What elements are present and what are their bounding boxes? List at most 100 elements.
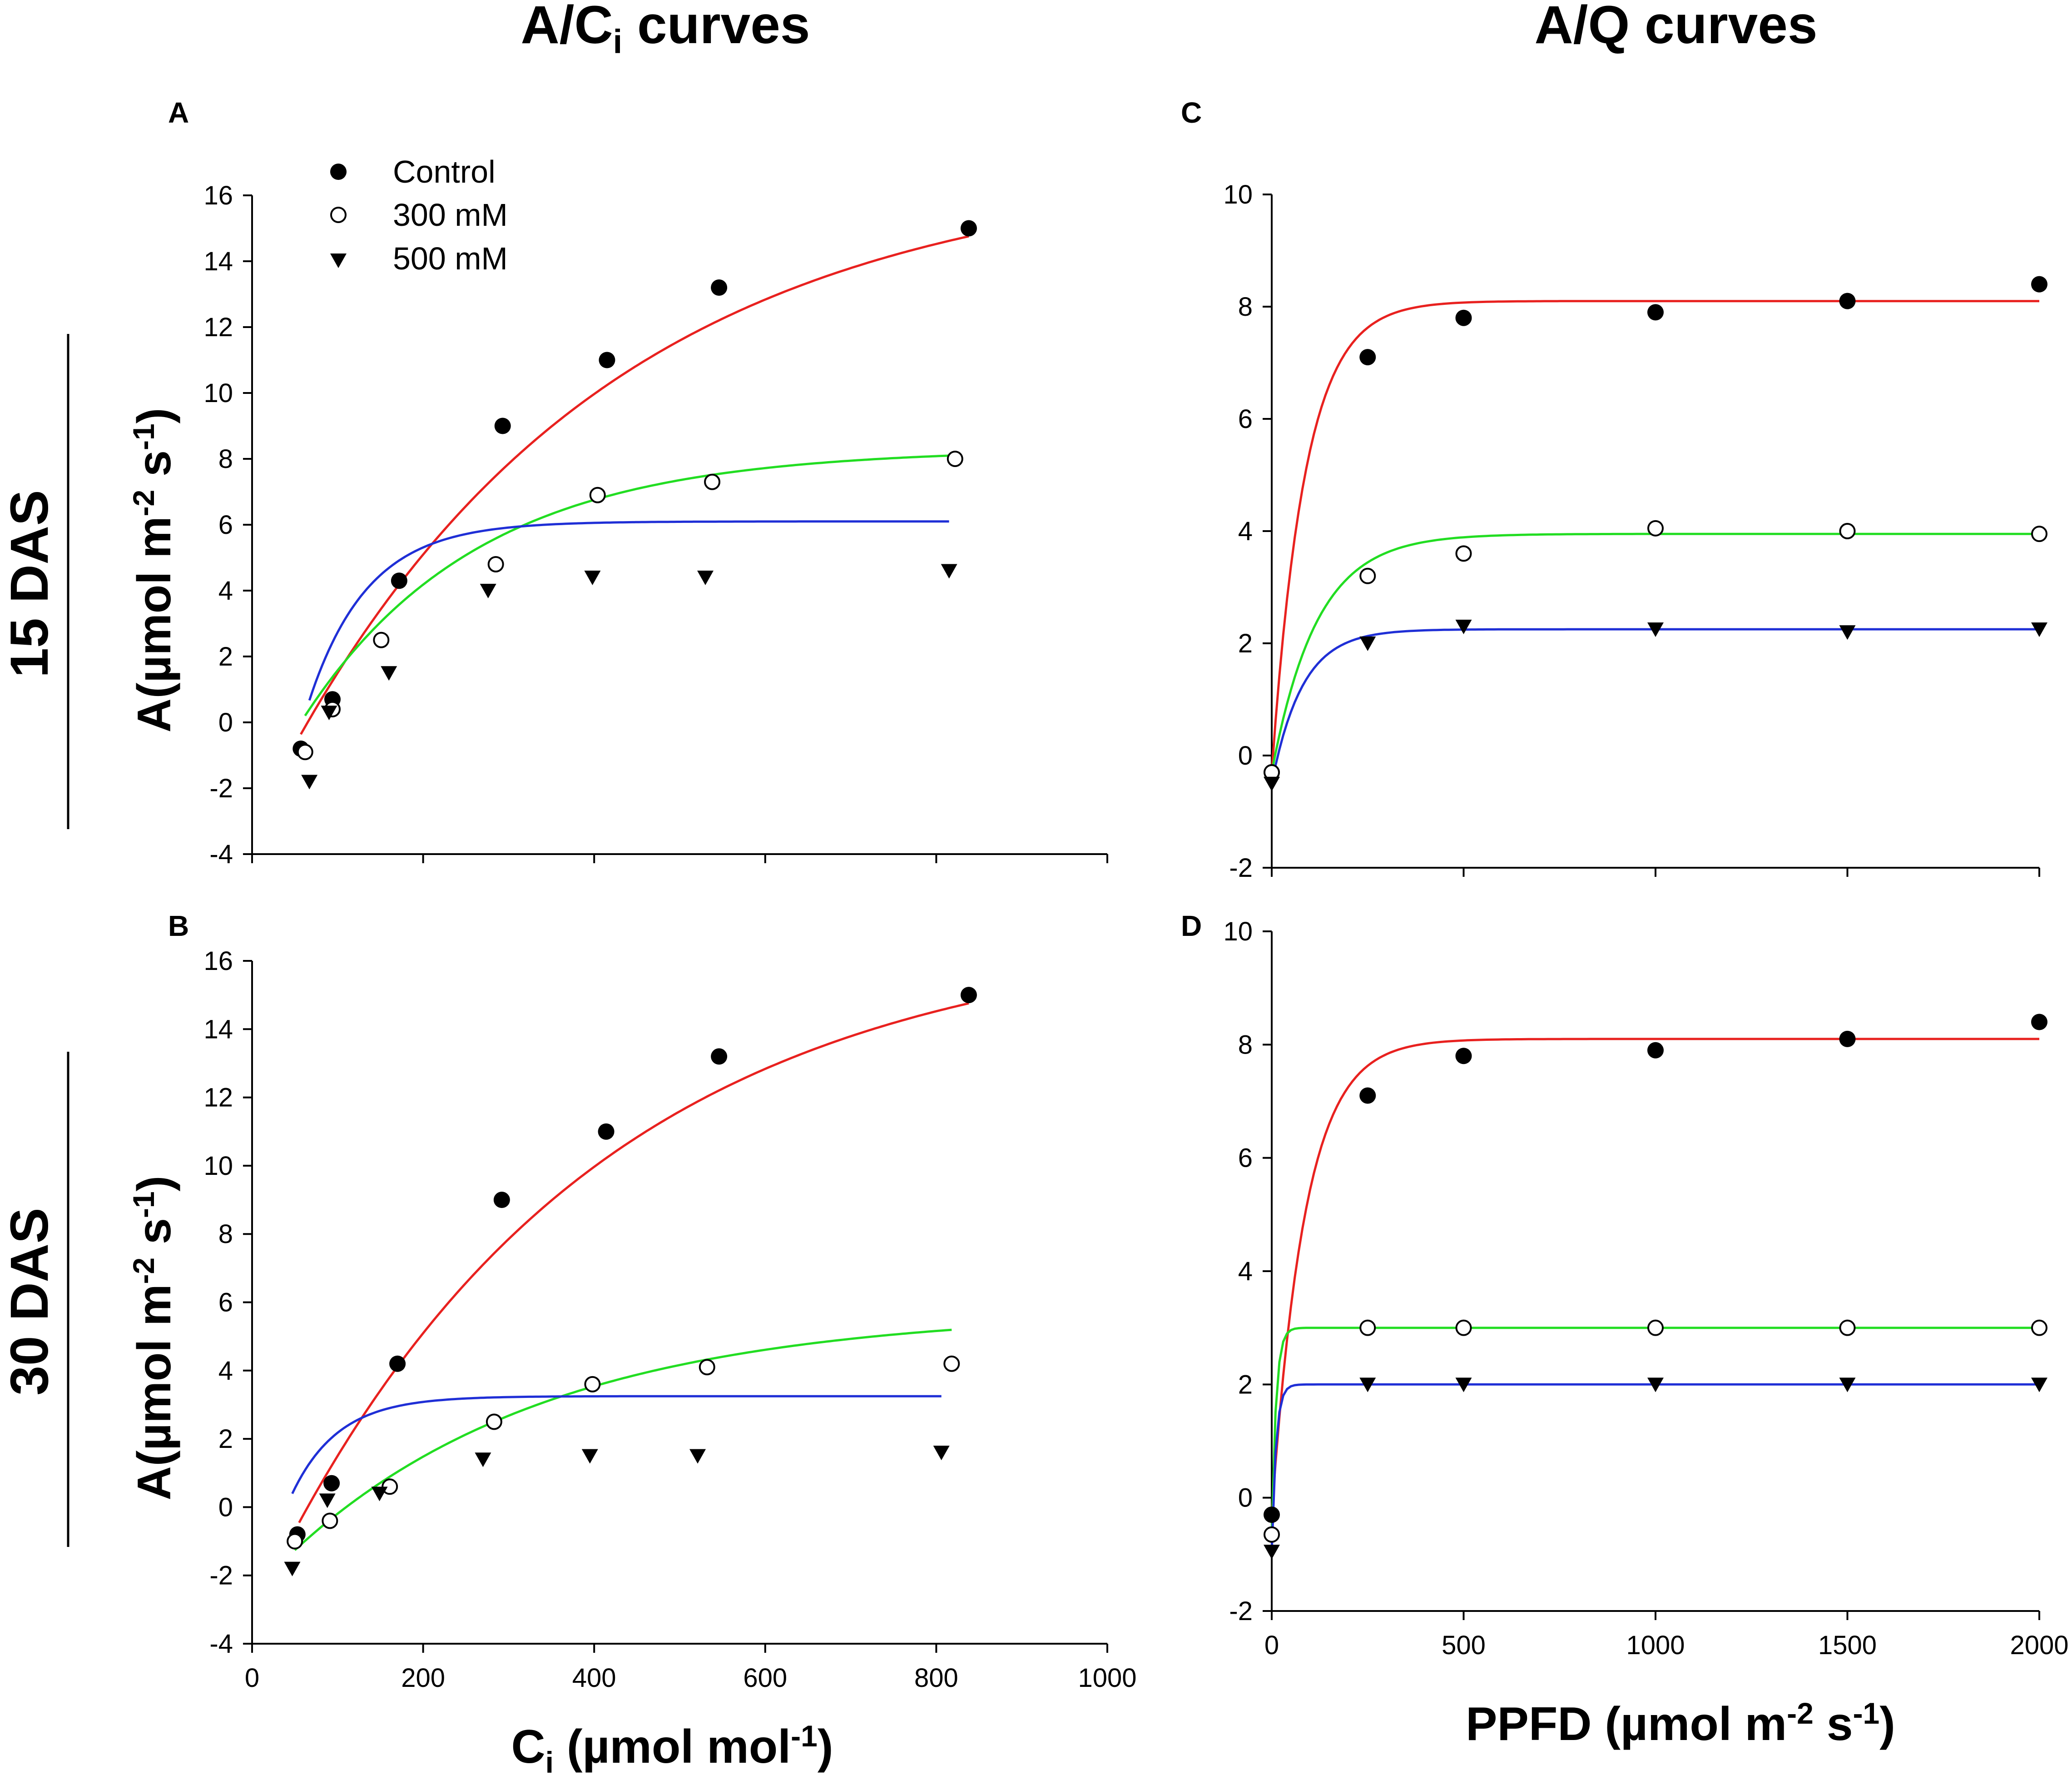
data-point-c-300mm — [1455, 545, 1472, 562]
data-point-c-300mm — [1359, 567, 1376, 584]
data-point-b-control — [598, 1123, 615, 1140]
y-tick-label-d: 6 — [1238, 1144, 1253, 1173]
data-point-a-500mm — [381, 666, 397, 681]
x-tick-label-b: 0 — [245, 1663, 259, 1693]
y-tick-label-c: 6 — [1238, 404, 1253, 434]
y-tick-label-b: 10 — [203, 1151, 233, 1181]
data-point-c-control — [1839, 293, 1856, 309]
column-title-aq: A/Q curves — [1534, 0, 1817, 55]
y-tick-label-a: 0 — [218, 708, 233, 737]
x-tick-label-d: 2000 — [2010, 1631, 2068, 1660]
y-tick-label-c: 0 — [1238, 741, 1253, 771]
y-tick-label-c: 8 — [1238, 292, 1253, 322]
y-tick-label-d: -2 — [1229, 1596, 1253, 1626]
y-tick-label-d: 2 — [1238, 1370, 1253, 1399]
data-point-a-300mm — [373, 631, 390, 648]
y-tick-label-b: 8 — [218, 1219, 233, 1249]
x-axis-title-ppfd: PPFD (µmol m-2 s-1) — [1466, 1696, 1895, 1750]
data-point-a-500mm — [480, 584, 496, 598]
y-tick-label-a: 4 — [218, 576, 233, 606]
data-point-a-control — [494, 418, 511, 434]
data-point-d-300mm — [1264, 1526, 1280, 1543]
panel-d: D -2 0 2 4 6 8 10 0 500 1000 1500 2000 — [1181, 910, 2069, 1660]
legend-marker-control — [330, 164, 347, 180]
fit-curve-b-500mm — [291, 1395, 942, 1494]
data-point-b-300mm — [382, 1478, 398, 1495]
y-tick-label-c: -2 — [1229, 853, 1253, 883]
data-point-d-control — [1647, 1042, 1664, 1059]
legend-label-500mm: 500 mM — [393, 241, 508, 276]
row-label-15das: 15 DAS — [0, 490, 59, 677]
fit-curve-c-300mm — [1270, 532, 2039, 773]
data-point-d-300mm — [2031, 1319, 2047, 1336]
legend-marker-500mm — [330, 254, 347, 268]
data-point-b-300mm — [699, 1359, 715, 1376]
data-point-b-500mm — [319, 1493, 336, 1508]
data-point-b-300mm — [322, 1512, 338, 1529]
data-point-c-300mm — [1839, 523, 1856, 539]
x-tick-label-d: 1500 — [1818, 1631, 1877, 1660]
data-point-b-control — [323, 1475, 340, 1492]
data-point-d-control — [1455, 1048, 1472, 1064]
data-point-a-300mm — [589, 487, 606, 503]
y-tick-label-a: 8 — [218, 444, 233, 474]
data-point-d-500mm — [1455, 1377, 1472, 1392]
data-point-c-500mm — [1839, 625, 1856, 640]
row-label-30das: 30 DAS — [0, 1208, 59, 1395]
data-point-c-control — [1359, 349, 1376, 366]
data-point-a-control — [711, 279, 728, 296]
y-tick-label-a: 6 — [218, 510, 233, 540]
data-point-b-300mm — [943, 1355, 960, 1372]
data-point-c-300mm — [2031, 526, 2047, 542]
data-point-d-500mm — [1264, 1545, 1280, 1560]
y-tick-label-a: 16 — [203, 181, 233, 210]
y-tick-label-a: 2 — [218, 642, 233, 671]
y-tick-label-b: 2 — [218, 1424, 233, 1454]
x-axis-title-ci: Ci (µmol mol-1) — [511, 1719, 833, 1779]
y-tick-label-b: -4 — [209, 1629, 233, 1659]
panel-letter-c: C — [1181, 96, 1202, 129]
data-point-a-300mm — [297, 744, 313, 761]
data-point-a-500mm — [697, 571, 714, 585]
data-point-a-500mm — [321, 706, 337, 721]
y-tick-label-d: 10 — [1223, 917, 1253, 946]
data-point-c-500mm — [1455, 619, 1472, 634]
data-point-c-500mm — [1264, 776, 1280, 791]
data-point-a-control — [391, 572, 407, 589]
x-tick-label-d: 0 — [1264, 1631, 1279, 1660]
legend-label-300mm: 300 mM — [393, 197, 508, 233]
data-point-c-500mm — [1359, 636, 1376, 651]
y-tick-label-b: 4 — [218, 1356, 233, 1386]
data-point-b-300mm — [287, 1533, 303, 1550]
y-tick-label-a: 14 — [203, 247, 233, 276]
x-tick-label-d: 500 — [1442, 1631, 1486, 1660]
x-tick-label-b: 800 — [914, 1663, 958, 1693]
y-tick-label-b: 6 — [218, 1288, 233, 1318]
x-tick-label-d: 1000 — [1626, 1631, 1685, 1660]
x-tick-label-b: 400 — [572, 1663, 616, 1693]
y-tick-label-c: 2 — [1238, 629, 1253, 658]
fit-curve-a-500mm — [308, 520, 949, 701]
data-point-d-300mm — [1359, 1319, 1376, 1336]
data-point-b-control — [711, 1048, 728, 1065]
y-tick-label-c: 4 — [1238, 517, 1253, 546]
data-point-d-500mm — [1647, 1377, 1664, 1392]
x-tick-label-b: 200 — [401, 1663, 445, 1693]
y-tick-label-a: 12 — [203, 313, 233, 342]
fit-curve-a-control — [300, 235, 969, 735]
fit-curve-b-300mm — [294, 1328, 952, 1551]
data-point-d-control — [1359, 1087, 1376, 1104]
y-tick-label-b: 16 — [203, 946, 233, 976]
data-point-d-500mm — [2031, 1377, 2047, 1392]
y-tick-label-b: -2 — [209, 1561, 233, 1591]
data-point-d-control — [1839, 1030, 1856, 1047]
y-tick-label-a: -2 — [209, 774, 233, 803]
data-point-a-control — [960, 220, 977, 237]
y-tick-label-b: 0 — [218, 1492, 233, 1522]
legend: Control 300 mM 500 mM — [330, 154, 508, 276]
y-tick-label-c: 10 — [1223, 180, 1253, 209]
data-point-d-300mm — [1647, 1319, 1664, 1336]
data-point-c-500mm — [2031, 622, 2047, 637]
data-point-a-300mm — [704, 473, 721, 490]
